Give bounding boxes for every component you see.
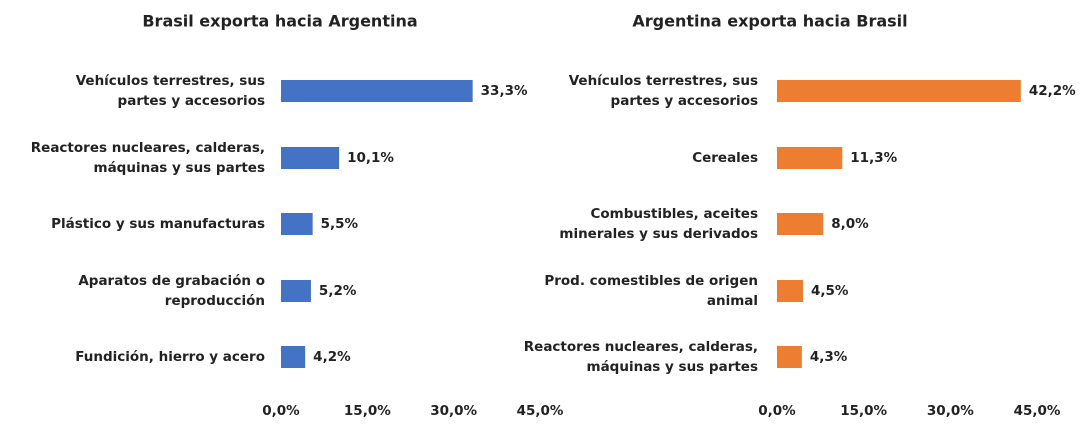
y-tick-label: Vehículos terrestres, sus partes y acceso… [76, 73, 265, 109]
bar [777, 80, 1021, 102]
x-tick-label: 15,0% [840, 403, 887, 419]
bar [281, 80, 473, 102]
bar [281, 280, 311, 302]
value-label: 4,2% [313, 349, 351, 365]
value-label: 4,5% [811, 283, 849, 299]
bar [777, 147, 843, 169]
y-tick-label: Plástico y sus manufacturas [51, 216, 265, 232]
bar [281, 213, 313, 235]
y-tick-label: Aparatos de grabación o reproducción [78, 273, 265, 309]
value-label: 10,1% [347, 150, 394, 166]
value-label: 11,3% [850, 150, 897, 166]
x-tick-label: 30,0% [430, 403, 477, 419]
y-tick-label: Combustibles, aceites minerales y sus der… [559, 206, 758, 242]
y-tick-label: Fundición, hierro y acero [75, 349, 265, 365]
bar [281, 346, 306, 368]
bar [281, 147, 340, 169]
y-tick-label: Cereales [692, 150, 758, 166]
bar [777, 213, 824, 235]
bar [777, 280, 803, 302]
value-label: 4,3% [810, 349, 848, 365]
value-label: 5,5% [321, 216, 359, 232]
chart-title: Argentina exporta hacia Brasil [632, 12, 907, 31]
chart-title: Brasil exporta hacia Argentina [142, 12, 417, 31]
value-label: 8,0% [831, 216, 869, 232]
y-tick-label: Reactores nucleares, calderas, máquinas y… [31, 140, 265, 176]
x-tick-label: 15,0% [344, 403, 391, 419]
x-tick-label: 45,0% [517, 403, 564, 419]
y-tick-label: Prod. comestibles de origen animal [544, 273, 758, 309]
x-tick-label: 0,0% [262, 403, 300, 419]
x-tick-label: 0,0% [758, 403, 796, 419]
bar [777, 346, 802, 368]
x-tick-label: 45,0% [1014, 403, 1061, 419]
x-tick-label: 30,0% [927, 403, 974, 419]
value-label: 5,2% [319, 283, 357, 299]
y-tick-label: Vehículos terrestres, sus partes y acceso… [569, 73, 758, 109]
y-tick-label: Reactores nucleares, calderas, máquinas y… [524, 339, 758, 375]
value-label: 42,2% [1029, 83, 1076, 99]
value-label: 33,3% [481, 83, 528, 99]
